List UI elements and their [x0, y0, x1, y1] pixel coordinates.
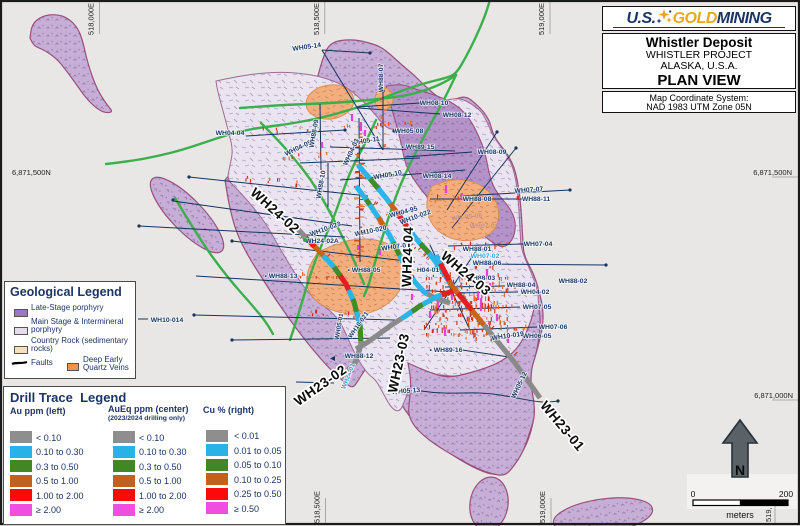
- svg-text:• WH88-13: • WH88-13: [265, 273, 298, 280]
- svg-text:WH05-13: WH05-13: [391, 387, 420, 396]
- svg-text:• WH89-16: • WH89-16: [430, 347, 463, 354]
- svg-text:WH88-07: WH88-07: [378, 63, 385, 92]
- svg-text:518,500E: 518,500E: [313, 491, 322, 523]
- svg-text:WH88-11: WH88-11: [522, 196, 551, 203]
- svg-text:6,871,500N: 6,871,500N: [12, 168, 51, 177]
- svg-text:WH08-12: WH08-12: [443, 112, 472, 119]
- svg-text:WH07-04: WH07-04: [524, 241, 553, 248]
- svg-text:WH08-14: WH08-14: [423, 173, 452, 180]
- svg-text:200: 200: [779, 489, 793, 499]
- svg-text:WH24-04: WH24-04: [399, 226, 416, 287]
- svg-text:• WH89-15: • WH89-15: [402, 144, 435, 151]
- svg-text:meters: meters: [726, 510, 754, 520]
- svg-text:6,871,000N: 6,871,000N: [754, 391, 793, 400]
- svg-text:WH06-05: WH06-05: [523, 333, 552, 340]
- svg-text:WH88-06: WH88-06: [473, 260, 502, 267]
- svg-text:WH04-04: WH04-04: [216, 130, 245, 137]
- svg-text:WH07-07: WH07-07: [514, 186, 543, 195]
- svg-text:• WH88-05: • WH88-05: [348, 267, 381, 274]
- svg-text:WH88-04: WH88-04: [507, 282, 536, 289]
- svg-text:6,871,500N: 6,871,500N: [753, 168, 792, 177]
- svg-text:WH08-10: WH08-10: [420, 100, 449, 107]
- svg-text:518,000E: 518,000E: [87, 3, 96, 35]
- svg-text:519,000E: 519,000E: [537, 3, 546, 35]
- svg-text:WH88-08: WH88-08: [463, 196, 492, 203]
- svg-text:WH-05-06: WH-05-06: [451, 212, 483, 222]
- svg-text:WH08-09: WH08-09: [478, 149, 507, 156]
- svg-text:WH24-02A: WH24-02A: [305, 238, 339, 245]
- svg-text:0: 0: [691, 489, 696, 499]
- svg-text:518,500E: 518,500E: [312, 3, 321, 35]
- svg-text:N: N: [735, 462, 745, 478]
- svg-text:H04-01: H04-01: [417, 267, 440, 274]
- svg-text:519,000E: 519,000E: [538, 491, 547, 523]
- svg-text:519,: 519,: [764, 507, 773, 522]
- svg-text:H88-03: H88-03: [473, 275, 496, 282]
- svg-text:WH07-01: WH07-01: [470, 223, 499, 230]
- svg-text:WH10-014: WH10-014: [151, 317, 184, 324]
- svg-text:WH88-12: WH88-12: [345, 353, 374, 360]
- svg-text:WH07-02: WH07-02: [471, 253, 500, 260]
- svg-text:WH07-05: WH07-05: [523, 304, 552, 311]
- svg-text:WH88-01: WH88-01: [463, 246, 492, 253]
- svg-text:WH88-02: WH88-02: [559, 278, 588, 285]
- svg-text:WH07-06: WH07-06: [539, 324, 568, 331]
- svg-text:WH05-08: WH05-08: [395, 128, 424, 135]
- svg-text:WH04-02: WH04-02: [521, 289, 550, 296]
